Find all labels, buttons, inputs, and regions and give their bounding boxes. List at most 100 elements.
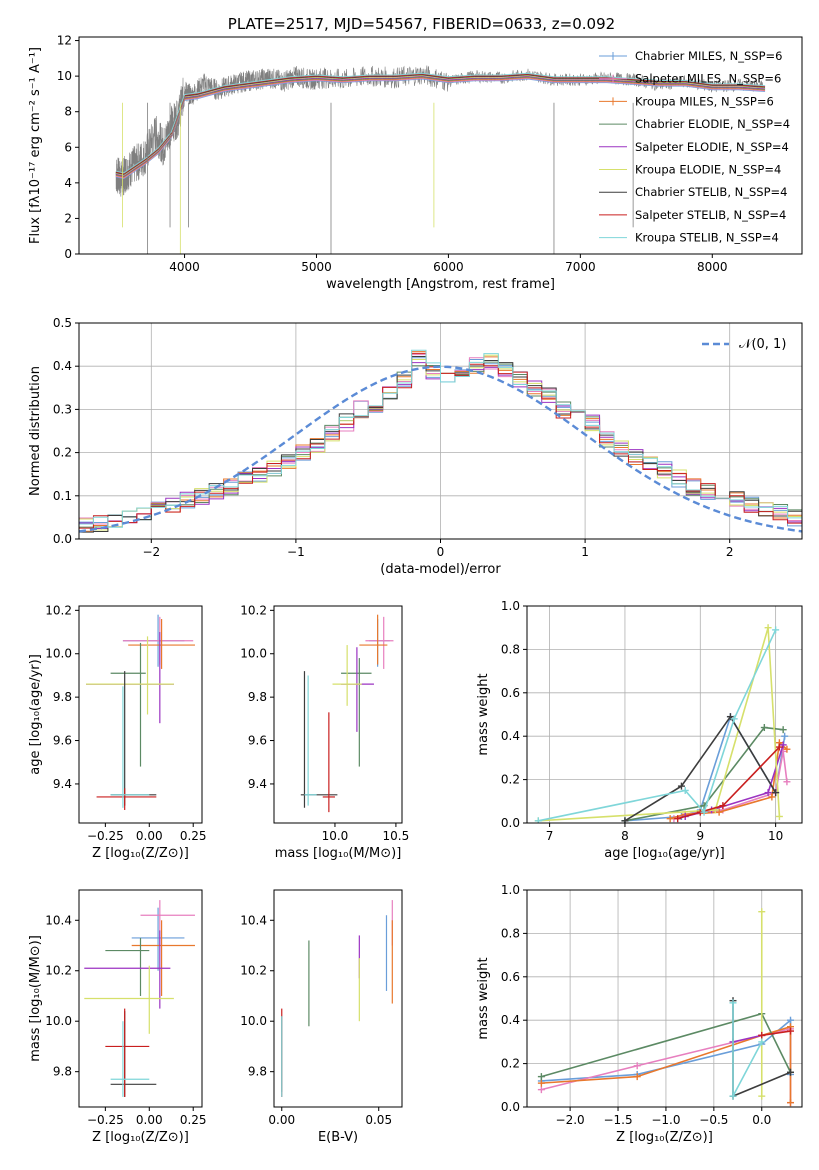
weight-marker	[677, 782, 685, 790]
x-tick-label: −0.25	[87, 829, 124, 843]
y-tick-label: 10.0	[45, 647, 72, 661]
weight-marker	[783, 778, 791, 786]
x-axis-label: Z [log₁₀(Z/Z⊙)]	[616, 1130, 713, 1145]
weight-marker	[764, 624, 772, 632]
errorbar-point	[84, 965, 174, 1034]
plot-area	[537, 908, 795, 1107]
observed-spectrum-line	[115, 65, 765, 197]
y-tick-label: 9.6	[248, 734, 267, 748]
errorbar-point	[86, 632, 174, 724]
panel-mass-vs-ebv: 0.00 0.05 9.8 10.0 10.2 10.4 E(B-V)	[240, 889, 403, 1145]
weight-marker	[537, 1079, 545, 1087]
weight-marker	[719, 802, 727, 810]
model-spectrum-line	[115, 72, 766, 174]
weight-marker	[730, 715, 738, 723]
y-tick-label: 9.8	[53, 1065, 72, 1079]
y-tick-label: 10.0	[240, 647, 267, 661]
weight-marker	[726, 713, 734, 721]
plot-area	[300, 614, 394, 813]
x-axis-label: Z [log₁₀(Z/Z⊙)]	[92, 1130, 189, 1145]
panel-age-vs-Z: −0.25 0.00 0.25 9.4 9.6 9.8 10.0 10.2 Z [log₁₀(Z…	[28, 603, 207, 861]
x-tick-label: 8000	[697, 260, 728, 274]
x-tick-label: 0.00	[136, 829, 163, 843]
axes-frame	[526, 605, 803, 824]
weight-marker	[537, 1073, 545, 1081]
y-tick-label: 10.4	[240, 913, 267, 927]
weight-marker	[775, 812, 783, 820]
y-tick-label: 10.4	[45, 913, 72, 927]
legend-label: Kroupa ELODIE, N_SSP=4	[635, 163, 781, 177]
weight-marker	[787, 1016, 795, 1024]
panel-spectrum: Chabrier MILES, N_SSP=6 Salpeter MILES, N…	[28, 15, 803, 292]
axes-frame	[78, 889, 203, 1108]
weight-marker	[729, 999, 737, 1007]
y-tick-label: 0.3	[53, 402, 72, 416]
x-tick-label: 0.25	[180, 829, 207, 843]
x-tick-label: −1.0	[651, 1113, 680, 1127]
errorbar-point	[322, 712, 335, 813]
y-axis-label: mass [log₁₀(M/M⊙)]	[28, 935, 43, 1062]
y-tick-label: 0.4	[501, 1013, 520, 1027]
x-tick-label: 10.0	[322, 829, 349, 843]
weight-marker	[787, 1068, 795, 1076]
weight-marker	[758, 1031, 766, 1039]
errorbar-point	[110, 642, 146, 767]
y-tick-label: 0.2	[53, 446, 72, 460]
errorbar-point	[131, 920, 195, 996]
plot-area	[115, 65, 766, 254]
x-tick-label: 2	[726, 545, 734, 559]
errorbar-point	[365, 616, 394, 669]
x-tick-label: 8	[621, 829, 629, 843]
axes-frame	[78, 36, 803, 255]
panel-mass-vs-Z: −0.25 0.00 0.25 9.8 10.0 10.2 10.4 Z [log₁₀(Z/Z…	[28, 889, 207, 1145]
errorbar-point	[105, 1008, 150, 1097]
plot-area	[86, 614, 195, 810]
weight-marker	[779, 726, 787, 734]
x-axis-label: wavelength [Angstrom, rest frame]	[326, 277, 555, 292]
x-tick-label: 0.25	[180, 1113, 207, 1127]
y-tick-label: 0.6	[501, 970, 520, 984]
x-tick-label: 0.0	[752, 1113, 771, 1127]
errorbar-point	[341, 647, 374, 732]
axes-frame	[273, 605, 403, 824]
y-tick-label: 9.4	[248, 777, 267, 791]
x-axis-label: mass [log₁₀(M/M⊙)]	[275, 846, 402, 861]
legend-label: Chabrier ELODIE, N_SSP=4	[635, 117, 790, 131]
weight-marker	[758, 1092, 766, 1100]
weight-marker	[772, 789, 780, 797]
errorbar-point	[300, 671, 338, 808]
y-tick-label: 2	[64, 211, 72, 225]
weight-marker	[772, 626, 780, 634]
x-axis-label: E(B-V)	[318, 1130, 358, 1145]
weight-marker	[779, 741, 787, 749]
x-tick-label: 10	[768, 829, 783, 843]
weight-marker	[758, 908, 766, 916]
errorbar-point	[96, 788, 157, 810]
errorbar-point	[140, 900, 195, 946]
plot-area	[84, 900, 195, 1097]
y-tick-label: 1.0	[501, 883, 520, 897]
x-tick-label: 0.05	[365, 1113, 392, 1127]
x-tick-label: 0.00	[268, 1113, 295, 1127]
panel-weight-vs-age: 7 8 9 10 0.0 0.2 0.4 0.6 0.8 1.0 age [log₁₀(age/yr…	[476, 599, 803, 861]
weight-marker	[681, 786, 689, 794]
plot-area	[534, 624, 791, 823]
axes-frame	[273, 889, 403, 1108]
errorbar-point	[110, 671, 157, 806]
weight-marker	[775, 743, 783, 751]
y-tick-label: 0.0	[53, 532, 72, 546]
errorbar-point	[84, 930, 171, 1009]
weight-marker	[534, 817, 542, 823]
chart-title: PLATE=2517, MJD=54567, FIBERID=0633, z=0…	[228, 15, 615, 33]
y-tick-label: 6	[64, 140, 72, 154]
y-tick-label: 12	[57, 34, 72, 48]
panel-residuals: 𝒩(0, 1) −2 −1 0 1 2 0.0 0.1 0.2 0.3 0.4 0.5 (data-mo…	[28, 316, 803, 577]
weight-marker	[768, 793, 776, 801]
y-tick-label: 9.6	[53, 734, 72, 748]
x-tick-label: 0	[437, 545, 445, 559]
plot-area	[281, 900, 393, 1097]
weight-marker	[787, 1027, 795, 1035]
y-tick-label: 1.0	[501, 599, 520, 613]
legend-label: Salpeter ELODIE, N_SSP=4	[635, 140, 789, 154]
